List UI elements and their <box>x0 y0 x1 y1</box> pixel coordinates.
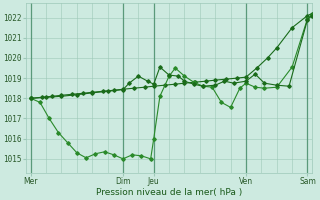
X-axis label: Pression niveau de la mer( hPa ): Pression niveau de la mer( hPa ) <box>96 188 242 197</box>
